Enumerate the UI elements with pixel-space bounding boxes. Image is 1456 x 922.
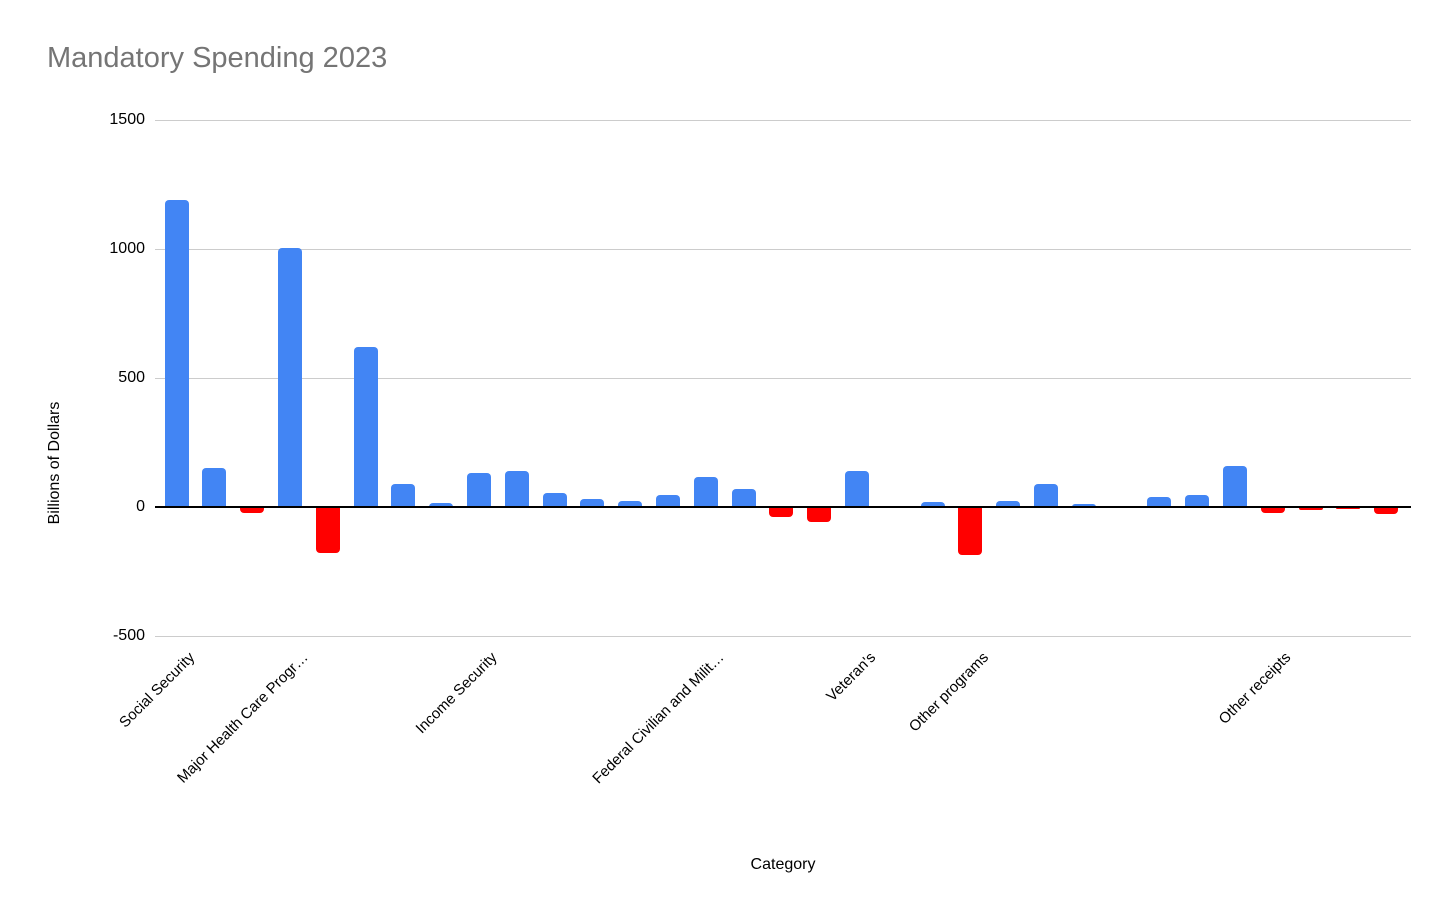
bar bbox=[655, 495, 680, 507]
y-tick-label: 1000 bbox=[109, 240, 145, 257]
bar bbox=[240, 507, 265, 513]
bar bbox=[164, 199, 189, 507]
gridline bbox=[155, 119, 1411, 121]
bar bbox=[844, 470, 869, 507]
bar bbox=[580, 499, 605, 507]
y-tick-label: 500 bbox=[118, 369, 145, 386]
y-tick-label: 1500 bbox=[109, 111, 145, 128]
bar bbox=[1374, 507, 1399, 514]
y-tick-label: 0 bbox=[136, 498, 145, 515]
x-tick-label: Income Security bbox=[412, 649, 501, 738]
x-tick-label: Major Health Care Progr… bbox=[174, 649, 312, 787]
bar bbox=[1147, 496, 1172, 507]
bar bbox=[504, 470, 529, 507]
x-tick-label: Veteran's bbox=[823, 649, 879, 705]
bar bbox=[1222, 465, 1247, 507]
x-tick-label: Other programs bbox=[906, 649, 993, 736]
gridline bbox=[155, 248, 1411, 250]
bar bbox=[542, 492, 567, 507]
x-axis-line bbox=[155, 505, 1411, 508]
bar bbox=[769, 507, 794, 517]
bar bbox=[353, 347, 378, 507]
bar bbox=[996, 500, 1021, 507]
bar bbox=[958, 507, 983, 556]
x-axis-title: Category bbox=[750, 856, 816, 873]
bar bbox=[1298, 507, 1323, 511]
x-tick-label: Federal Civilian and Milit… bbox=[589, 649, 728, 788]
x-tick-label: Other receipts bbox=[1216, 649, 1295, 728]
bar bbox=[1033, 483, 1058, 507]
bar bbox=[731, 488, 756, 507]
gridline bbox=[155, 635, 1411, 637]
bar bbox=[693, 477, 718, 507]
chart-title: Mandatory Spending 2023 bbox=[47, 42, 388, 74]
bar bbox=[315, 507, 340, 553]
y-tick-label: -500 bbox=[112, 627, 145, 644]
bar bbox=[1336, 507, 1361, 509]
bar bbox=[920, 501, 945, 507]
bar bbox=[466, 473, 491, 507]
bar bbox=[1185, 495, 1210, 507]
gridline bbox=[155, 377, 1411, 379]
bar bbox=[202, 468, 227, 507]
bar bbox=[429, 503, 454, 507]
bar bbox=[807, 507, 832, 522]
x-tick-label: Social Security bbox=[116, 649, 199, 732]
bar bbox=[1260, 507, 1285, 513]
bar bbox=[391, 483, 416, 507]
bar bbox=[277, 247, 302, 507]
bar bbox=[618, 500, 643, 507]
